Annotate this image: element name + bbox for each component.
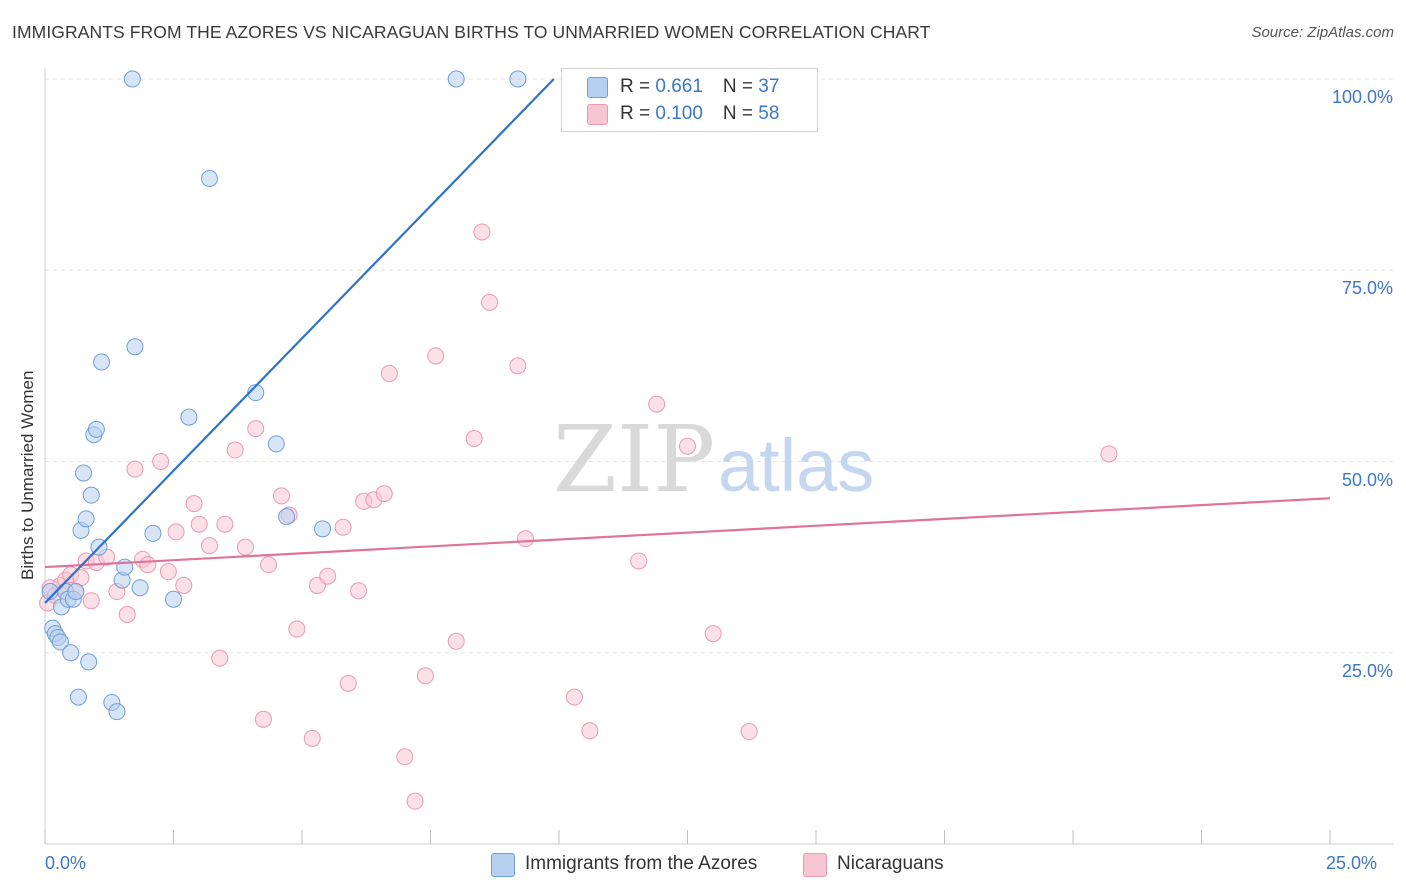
bottom-legend-label-azores: Immigrants from the Azores (525, 853, 758, 874)
bottom-legend-label-nicaraguans: Nicaraguans (837, 853, 944, 874)
y-tick-label: 25.0% (1341, 660, 1393, 681)
legend: R = 0.661 N = 37 R = 0.100 N = 58 (561, 68, 818, 132)
azores-point (69, 688, 87, 706)
nicaraguans-point (236, 538, 254, 556)
nicaraguans-point (200, 537, 218, 555)
nicaraguans-point (679, 437, 696, 455)
nicaraguans-point (447, 632, 465, 650)
nicaraguans-point (380, 365, 398, 383)
y-tick-label: 100.0% (1331, 87, 1393, 107)
y-tick-label: 50.0% (1341, 469, 1393, 490)
nicaraguans-point (350, 582, 368, 600)
nicaraguans-point (82, 592, 100, 610)
watermark-atlas: atlas (718, 424, 874, 507)
x-tick-label-max: 25.0% (1326, 853, 1378, 873)
azores-point (126, 338, 144, 356)
nicaraguans-point (473, 223, 491, 241)
chart-title: IMMIGRANTS FROM THE AZORES VS NICARAGUAN… (12, 22, 931, 42)
nicaraguans-point (159, 563, 177, 581)
nicaraguans-point (416, 667, 434, 685)
azores-point (314, 520, 332, 538)
nicaraguans-point (260, 556, 278, 574)
nicaraguans-point (509, 357, 527, 375)
nicaraguans-point (1100, 445, 1118, 463)
y-tick-label: 75.0% (1341, 278, 1393, 299)
nicaraguans-point (211, 649, 229, 667)
azores-point (93, 353, 111, 371)
bottom-legend-swatch-nicaraguans (803, 853, 827, 877)
source-label: Source: ZipAtlas.com (1251, 24, 1394, 41)
nicaraguans-point (152, 453, 170, 470)
azores-point (509, 70, 527, 88)
nicaraguans-point (319, 567, 337, 585)
azores-point (108, 703, 126, 721)
nicaraguans-point (167, 523, 185, 541)
azores-point (75, 464, 93, 482)
azores-point (62, 644, 80, 662)
nicaraguans-point (375, 485, 393, 503)
bottom-legend-swatch-azores (491, 853, 515, 877)
nicaraguans-point (427, 347, 445, 365)
legend-swatch-nicaraguans (587, 104, 608, 125)
azores-point (144, 524, 162, 542)
nicaraguans-point (740, 723, 758, 741)
legend-text-azores: R = 0.661 N = 37 (620, 76, 780, 97)
nicaraguans-point (126, 460, 144, 478)
nicaraguans-point (303, 729, 321, 747)
azores-point (200, 169, 218, 187)
nicaraguans-point (406, 792, 424, 810)
trend-lines (44, 78, 1331, 604)
nicaraguans-point (272, 487, 290, 505)
axes (44, 68, 1394, 845)
azores-points (41, 70, 527, 721)
azores-point (82, 486, 100, 504)
azores-point (165, 590, 182, 608)
nicaraguans-point (648, 395, 666, 413)
azores-trend-line (44, 78, 555, 604)
azores-point (447, 70, 465, 88)
nicaraguans-point (190, 515, 208, 533)
nicaraguans-point (465, 430, 483, 448)
azores-point (123, 70, 141, 88)
nicaraguans-point (254, 710, 272, 728)
azores-point (77, 510, 95, 528)
nicaraguans-point (334, 518, 352, 536)
azores-point (180, 408, 198, 426)
legend-swatch-azores (587, 77, 608, 98)
azores-point (278, 508, 296, 526)
x-tick-label-min: 0.0% (45, 853, 87, 873)
nicaraguans-point (216, 515, 234, 533)
gridlines (45, 78, 1394, 654)
nicaraguans-point (630, 552, 648, 570)
azores-point (87, 420, 105, 438)
nicaraguans-point (396, 748, 414, 766)
watermark: ZIP atlas (553, 406, 874, 513)
nicaraguans-point (565, 688, 583, 706)
nicaraguans-point (288, 620, 306, 638)
nicaraguans-point (175, 576, 193, 594)
azores-point (267, 435, 285, 453)
nicaraguans-points (39, 223, 1118, 810)
nicaraguans-point (226, 441, 244, 459)
nicaraguans-point (517, 530, 535, 548)
watermark-zip: ZIP (553, 406, 715, 513)
nicaraguans-point (339, 674, 357, 692)
nicaraguans-point (185, 495, 203, 513)
azores-point (67, 583, 85, 601)
nicaraguans-point (704, 625, 722, 643)
nicaraguans-point (247, 420, 265, 438)
azores-point (80, 653, 98, 671)
azores-point (131, 579, 149, 597)
nicaraguans-trend-line (44, 497, 1331, 569)
nicaraguans-point (139, 556, 157, 574)
nicaraguans-point (481, 293, 499, 311)
azores-point (51, 633, 69, 651)
nicaraguans-point (581, 722, 599, 740)
legend-text-nicaraguans: R = 0.100 N = 58 (620, 103, 780, 124)
nicaraguans-point (118, 606, 136, 623)
